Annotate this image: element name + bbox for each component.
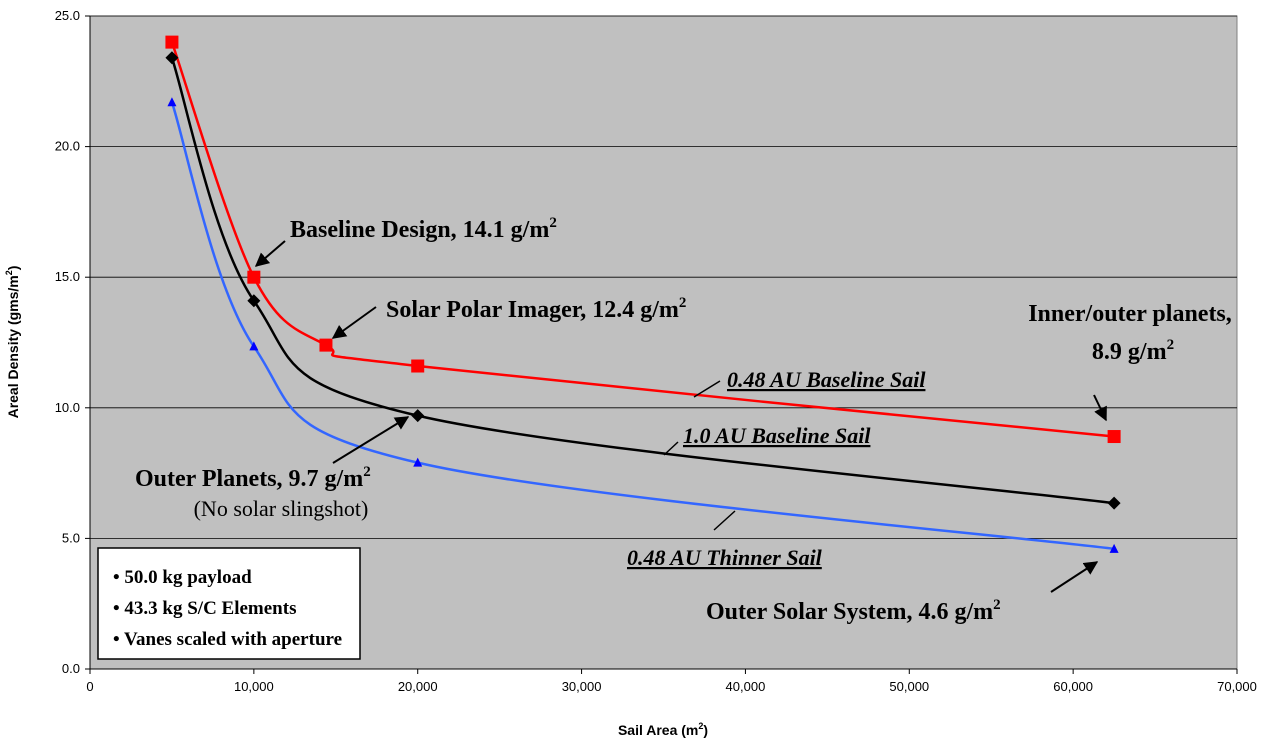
x-tick-label-7: 70,000 (1217, 679, 1257, 694)
point-blue-048-thinner-0 (167, 97, 177, 107)
annotation-outer-note: (No solar slingshot) (194, 496, 369, 521)
arrow-oss (1050, 561, 1099, 593)
y-tick-label-0: 0.0 (62, 661, 80, 676)
y-tick-label-5: 25.0 (55, 8, 80, 23)
y-tick-label-1: 5.0 (62, 530, 80, 545)
point-red-048-baseline-3 (411, 359, 425, 373)
annotation-spi: Solar Polar Imager, 12.4 g/m2 (386, 295, 686, 323)
series-markers (165, 35, 1121, 553)
point-blue-048-thinner-2 (413, 457, 423, 467)
point-red-048-baseline-4 (1107, 430, 1121, 444)
notes-box-frame (97, 547, 361, 660)
x-tick-label-2: 20,000 (398, 679, 438, 694)
point-blue-048-thinner-3 (1109, 543, 1119, 553)
series-lines (170, 41, 1115, 551)
y-axis-title: Areal Density (gms/m2) (4, 266, 21, 419)
x-tick-label-4: 40,000 (726, 679, 766, 694)
annotation-inner-line1: Inner/outer planets, (1028, 301, 1232, 327)
point-black-10-baseline-3 (1107, 496, 1121, 510)
series-line-red-048-baseline (170, 41, 1115, 438)
leader-048-baseline (693, 380, 721, 398)
notes-box: • 50.0 kg payload • 43.3 kg S/C Elements… (97, 547, 361, 660)
annotation-outer: Outer Planets, 9.7 g/m2 (135, 464, 371, 492)
notes-box-line-3: • Vanes scaled with aperture (113, 629, 342, 650)
leader-10-baseline (663, 441, 679, 456)
series-label-048-baseline: 0.48 AU Baseline Sail (727, 367, 926, 392)
y-ticks: 0.0 5.0 10.0 15.0 20.0 25.0 (55, 8, 90, 676)
leader-048-thinner (713, 510, 736, 531)
x-tick-label-3: 30,000 (562, 679, 602, 694)
series-line-black-10-baseline (170, 57, 1115, 505)
point-blue-048-thinner-1 (249, 341, 259, 351)
arrow-spi (331, 306, 377, 339)
gridlines (90, 15, 1237, 539)
y-tick-label-2: 10.0 (55, 400, 80, 415)
annotation-inner-line2: 8.9 g/m2 (1092, 337, 1174, 365)
y-tick-label-4: 20.0 (55, 139, 80, 154)
series-line-blue-048-thinner (170, 101, 1115, 551)
x-axis-title: Sail Area (m2) (618, 721, 708, 738)
point-black-10-baseline-1 (247, 294, 261, 308)
x-tick-label-5: 50,000 (889, 679, 929, 694)
annotation-baseline: Baseline Design, 14.1 g/m2 (290, 215, 557, 243)
axes (89, 16, 1237, 670)
point-black-10-baseline-0 (165, 51, 179, 65)
point-red-048-baseline-1 (247, 270, 261, 284)
y-tick-label-3: 15.0 (55, 269, 80, 284)
series-label-10-baseline: 1.0 AU Baseline Sail (683, 423, 871, 448)
annotation-oss: Outer Solar System, 4.6 g/m2 (706, 597, 1001, 625)
notes-box-line-1: • 50.0 kg payload (113, 567, 252, 588)
x-tick-label-0: 0 (86, 679, 93, 694)
x-ticks: 0 10,000 20,000 30,000 40,000 50,000 60,000 70,… (86, 669, 1257, 694)
x-tick-label-6: 60,000 (1053, 679, 1093, 694)
series-label-048-thinner: 0.48 AU Thinner Sail (627, 545, 823, 570)
arrow-inner (1093, 394, 1107, 422)
point-red-048-baseline-2 (319, 338, 333, 352)
arrow-outer (332, 416, 410, 464)
x-tick-label-1: 10,000 (234, 679, 274, 694)
point-red-048-baseline-0 (165, 35, 179, 49)
notes-box-line-2: • 43.3 kg S/C Elements (113, 598, 296, 619)
point-black-10-baseline-2 (411, 409, 425, 423)
arrow-baseline (254, 240, 286, 267)
